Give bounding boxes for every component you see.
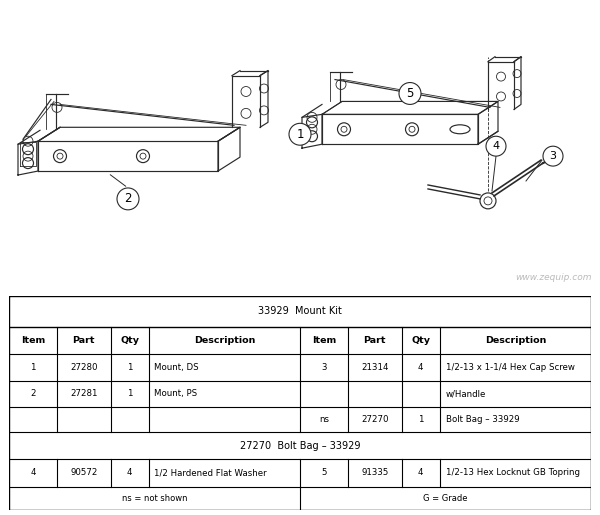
Text: Mount, PS: Mount, PS — [155, 389, 197, 399]
Text: Mount, DS: Mount, DS — [155, 363, 199, 372]
Text: 2: 2 — [124, 193, 132, 205]
Text: Bolt Bag – 33929: Bolt Bag – 33929 — [445, 415, 519, 424]
Text: 21314: 21314 — [361, 363, 389, 372]
Circle shape — [399, 82, 421, 105]
Circle shape — [486, 136, 506, 156]
Text: 90572: 90572 — [70, 468, 97, 477]
Text: G = Grade: G = Grade — [423, 494, 468, 503]
Text: 27270: 27270 — [361, 415, 389, 424]
Text: Description: Description — [194, 336, 255, 345]
Text: 1: 1 — [296, 128, 304, 141]
Text: 1/2-13 Hex Locknut GB Topring: 1/2-13 Hex Locknut GB Topring — [445, 468, 580, 477]
Text: 27280: 27280 — [70, 363, 98, 372]
Text: 91335: 91335 — [361, 468, 388, 477]
Text: 4: 4 — [418, 468, 424, 477]
Circle shape — [543, 146, 563, 166]
Text: 1/2-13 x 1-1/4 Hex Cap Screw: 1/2-13 x 1-1/4 Hex Cap Screw — [445, 363, 574, 372]
Circle shape — [117, 188, 139, 210]
Text: Item: Item — [312, 336, 336, 345]
Text: 5: 5 — [321, 468, 326, 477]
Text: ns = not shown: ns = not shown — [122, 494, 187, 503]
Text: 1: 1 — [418, 415, 424, 424]
Text: 4: 4 — [30, 468, 35, 477]
Text: Qty: Qty — [411, 336, 430, 345]
Circle shape — [289, 123, 311, 145]
Text: 27281: 27281 — [70, 389, 98, 399]
Text: 3: 3 — [321, 363, 326, 372]
Text: Qty: Qty — [120, 336, 139, 345]
Text: www.zequip.com: www.zequip.com — [515, 273, 592, 282]
Text: 4: 4 — [493, 141, 500, 151]
Text: 1: 1 — [127, 363, 133, 372]
Text: 33929  Mount Kit: 33929 Mount Kit — [258, 306, 342, 316]
Text: 27270  Bolt Bag – 33929: 27270 Bolt Bag – 33929 — [240, 440, 360, 451]
Text: w/Handle: w/Handle — [445, 389, 486, 399]
Text: 2: 2 — [30, 389, 35, 399]
Text: 4: 4 — [418, 363, 424, 372]
Text: 1: 1 — [30, 363, 35, 372]
Text: 1: 1 — [127, 389, 133, 399]
Text: Part: Part — [364, 336, 386, 345]
Text: Description: Description — [485, 336, 546, 345]
Text: 1/2 Hardened Flat Washer: 1/2 Hardened Flat Washer — [155, 468, 267, 477]
Text: Part: Part — [73, 336, 95, 345]
Text: Item: Item — [21, 336, 45, 345]
Text: 4: 4 — [127, 468, 133, 477]
Text: 3: 3 — [550, 151, 557, 161]
Text: 5: 5 — [406, 87, 413, 100]
Text: ns: ns — [319, 415, 329, 424]
